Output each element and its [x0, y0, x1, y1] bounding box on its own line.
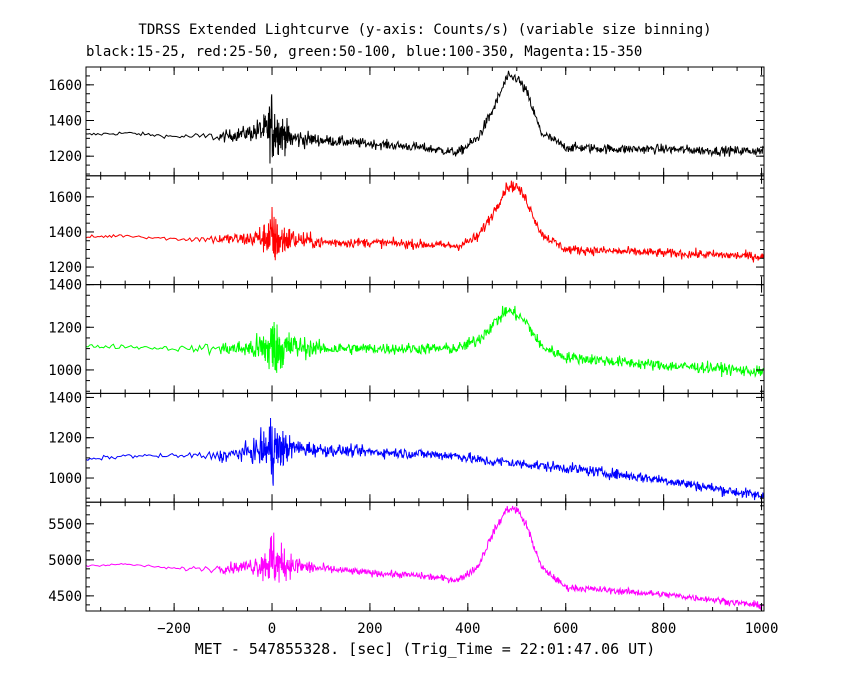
x-tick-label-6: 1000 — [745, 621, 779, 637]
chart-title: TDRSS Extended Lightcurve (y-axis: Count… — [138, 22, 712, 38]
x-tick-label-4: 600 — [553, 621, 578, 637]
panel-frame-0 — [85, 66, 765, 177]
y-tick-label-0-2: 1600 — [48, 78, 82, 94]
y-tick-label-3-1: 1200 — [48, 431, 82, 447]
series-line-3 — [86, 418, 764, 501]
y-tick-label-0-0: 1200 — [48, 149, 82, 165]
y-tick-label-3-0: 1000 — [48, 471, 82, 487]
y-tick-label-2-1: 1200 — [48, 320, 82, 336]
panel-4: 4500 5000 5500 — [48, 501, 765, 612]
y-tick-label-4-2: 5500 — [48, 517, 82, 533]
x-tick-label-2: 200 — [357, 621, 382, 637]
y-tick-label-3-2: 1400 — [48, 390, 82, 406]
panel-0: 1200 1400 1600 — [48, 66, 765, 177]
panel-1: 1200 1400 1600 — [48, 175, 765, 286]
y-tick-label-2-0: 1000 — [48, 363, 82, 379]
x-tick-label-3: 400 — [455, 621, 480, 637]
series-line-1 — [86, 180, 764, 263]
y-tick-label-1-0: 1200 — [48, 260, 82, 276]
x-axis-label: MET - 547855328. [sec] (Trig_Time = 22:0… — [194, 640, 656, 658]
panel-frame-3 — [85, 392, 765, 503]
panel-frame-4 — [85, 501, 765, 612]
x-tick-label-5: 800 — [651, 621, 676, 637]
y-tick-label-1-2: 1600 — [48, 190, 82, 206]
x-tick-label-0: −200 — [157, 621, 191, 637]
chart-subtitle: black:15-25, red:25-50, green:50-100, bl… — [86, 44, 643, 60]
y-tick-label-4-0: 4500 — [48, 589, 82, 605]
series-line-4 — [86, 505, 764, 610]
y-tick-label-4-1: 5000 — [48, 553, 82, 569]
y-tick-label-1-1: 1400 — [48, 225, 82, 241]
panel-frame-2 — [85, 284, 765, 394]
series-line-2 — [86, 305, 764, 379]
y-tick-label-2-2: 1400 — [48, 278, 82, 294]
panel-frame-1 — [85, 175, 765, 286]
panel-3: 1000 1200 1400 — [48, 390, 765, 503]
series-line-0 — [86, 70, 764, 164]
panel-2: 1000 1200 1400 — [48, 278, 765, 394]
x-tick-label-1: 0 — [268, 621, 276, 637]
y-tick-label-0-1: 1400 — [48, 114, 82, 130]
